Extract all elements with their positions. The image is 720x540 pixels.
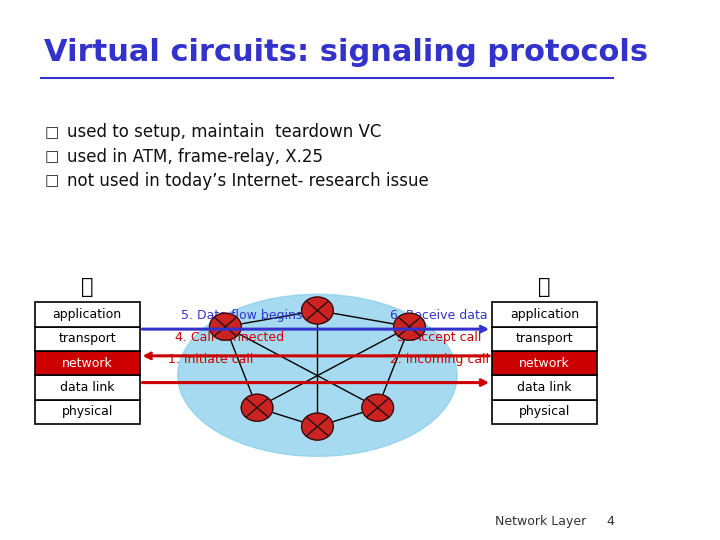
Text: 1. Initiate call: 1. Initiate call [168, 353, 253, 366]
Circle shape [362, 394, 394, 421]
Text: application: application [510, 308, 579, 321]
Bar [492, 302, 597, 327]
Bar [492, 351, 597, 375]
Text: physical: physical [518, 405, 570, 418]
Text: transport: transport [58, 332, 116, 346]
Text: Network Layer: Network Layer [495, 515, 586, 528]
Text: 4. Call connected: 4. Call connected [174, 331, 284, 344]
Text: Virtual circuits: signaling protocols: Virtual circuits: signaling protocols [45, 38, 649, 67]
Text: network: network [62, 356, 112, 370]
Text: used in ATM, frame-relay, X.25: used in ATM, frame-relay, X.25 [67, 147, 323, 166]
Text: 🖥: 🖥 [81, 277, 94, 297]
Text: 5. Data flow begins: 5. Data flow begins [181, 309, 302, 322]
Circle shape [241, 394, 273, 421]
Bar [492, 400, 597, 424]
Text: data link: data link [517, 381, 572, 394]
Bar [35, 351, 140, 375]
Bar [35, 302, 140, 327]
Circle shape [302, 413, 333, 440]
Bar [35, 375, 140, 400]
Circle shape [210, 313, 241, 340]
Text: 4: 4 [606, 515, 614, 528]
Ellipse shape [178, 294, 457, 456]
Text: 6. Receive data: 6. Receive data [390, 309, 488, 322]
Text: 3. Accept call: 3. Accept call [397, 331, 481, 344]
Bar [35, 400, 140, 424]
Text: □: □ [45, 149, 59, 164]
Text: data link: data link [60, 381, 114, 394]
Text: network: network [519, 356, 570, 370]
Text: 🖥: 🖥 [538, 277, 551, 297]
Circle shape [302, 297, 333, 324]
Circle shape [394, 313, 426, 340]
Bar [35, 327, 140, 351]
Bar [492, 375, 597, 400]
Text: not used in today’s Internet- research issue: not used in today’s Internet- research i… [67, 172, 428, 190]
Text: □: □ [45, 173, 59, 188]
Text: used to setup, maintain  teardown VC: used to setup, maintain teardown VC [67, 123, 381, 141]
Text: physical: physical [62, 405, 113, 418]
Text: transport: transport [516, 332, 573, 346]
Bar [492, 327, 597, 351]
Text: 2. incoming call: 2. incoming call [390, 353, 490, 366]
Text: application: application [53, 308, 122, 321]
Text: □: □ [45, 125, 59, 140]
